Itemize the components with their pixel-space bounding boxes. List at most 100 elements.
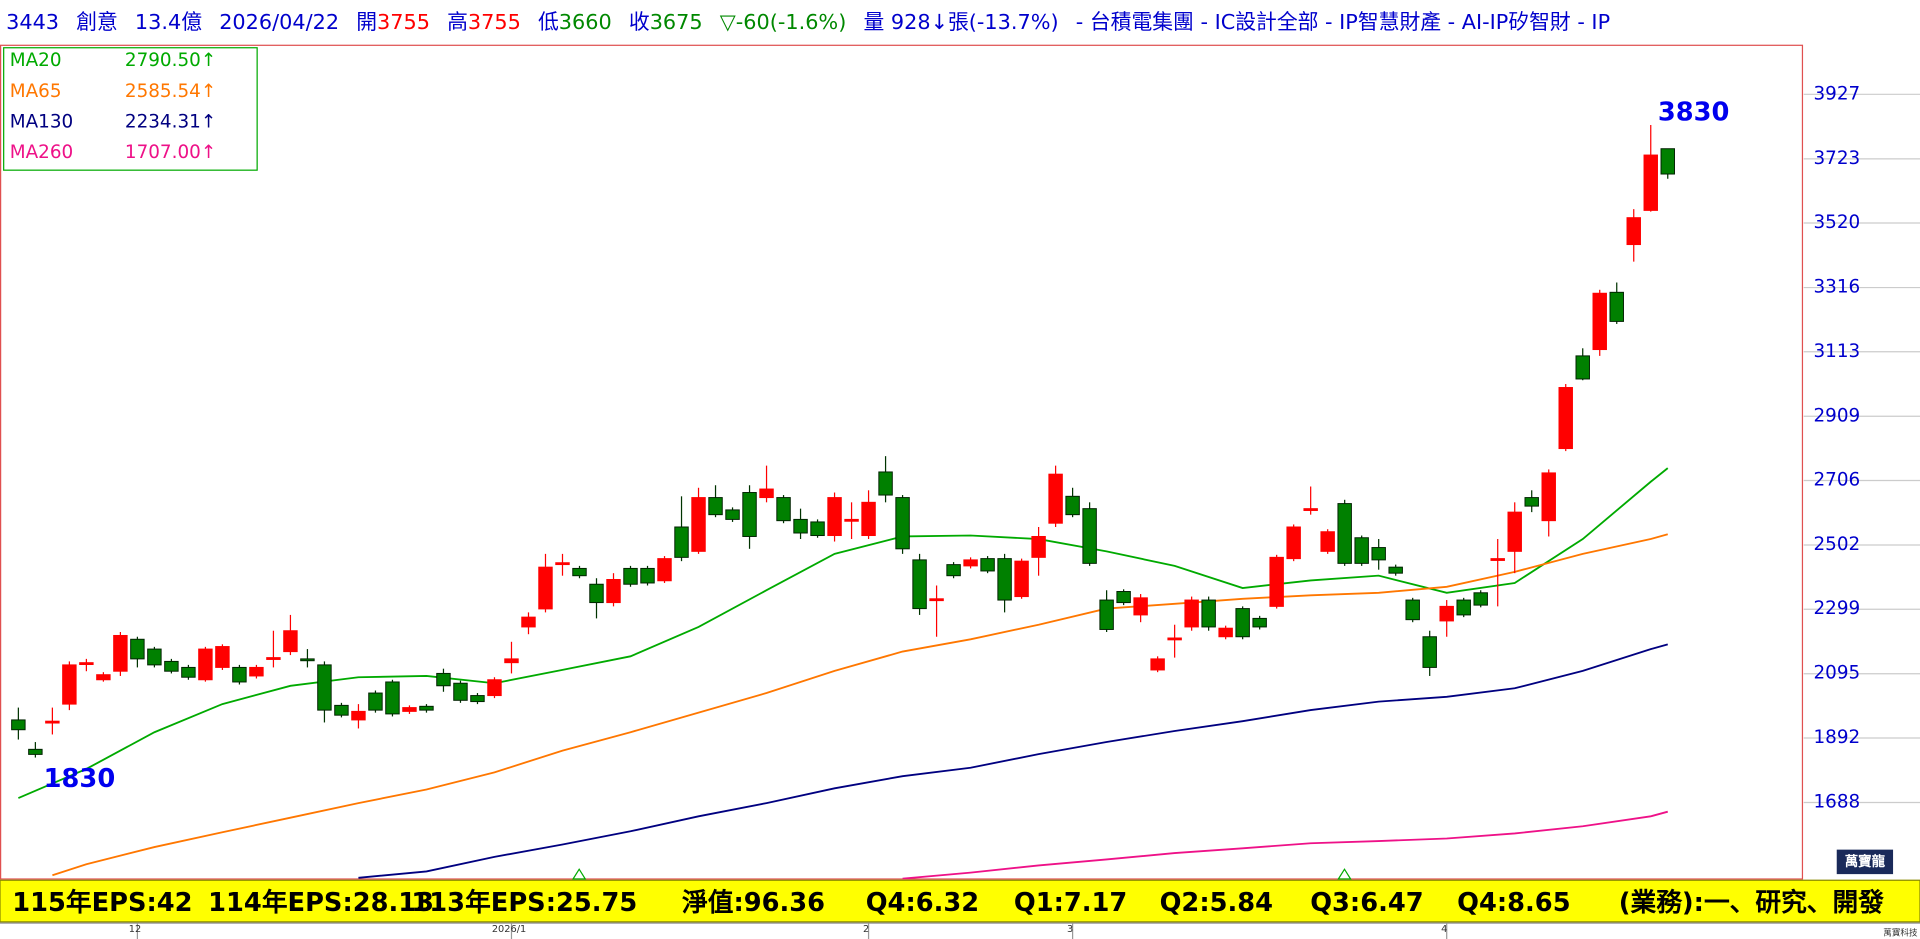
candle-body	[1609, 291, 1624, 322]
x-tick-label: 2026/1	[492, 924, 526, 935]
info-item: Q4:8.65	[1457, 888, 1570, 918]
y-tick-label: 2299	[1813, 598, 1860, 619]
candle-body	[674, 526, 689, 558]
ma-line	[52, 533, 1669, 877]
y-tick-label: 3316	[1813, 277, 1860, 298]
candle-body	[1133, 597, 1148, 616]
candle-body	[555, 562, 570, 566]
candle-body	[96, 674, 111, 681]
y-tick-label: 3520	[1813, 212, 1860, 233]
candle-body	[912, 559, 927, 610]
candle-body	[1269, 556, 1284, 607]
candle-body	[385, 681, 400, 715]
candle-body	[28, 748, 43, 755]
candle-body	[793, 518, 808, 534]
legend-name: MA130	[10, 111, 73, 132]
header-item: 3443	[6, 10, 59, 34]
candle-body	[1439, 605, 1454, 622]
candle-body	[1337, 503, 1352, 564]
candle-body	[742, 492, 757, 537]
header-item: 3755	[468, 10, 521, 34]
candle-body	[283, 630, 298, 653]
header-item: 3675	[650, 10, 703, 34]
y-tick-label: 2909	[1813, 405, 1860, 426]
y-tick-label: 3927	[1813, 83, 1860, 104]
header-item: 3660	[559, 10, 612, 34]
logo: 萬寶龍	[1845, 853, 1886, 870]
candle-body	[1626, 217, 1641, 246]
candle-body	[1320, 531, 1335, 552]
x-tick-label: 2	[863, 924, 869, 935]
candle-body	[997, 558, 1012, 601]
candle-body	[1048, 473, 1063, 524]
candle-body	[504, 658, 519, 664]
candle-body	[470, 695, 485, 703]
legend: MA20 2790.50↑ MA65 2585.54↑ MA130 2234.31↑ MA2…	[10, 50, 216, 163]
candle-body	[79, 662, 94, 666]
logo-box	[1836, 849, 1894, 875]
candle-body	[725, 509, 740, 520]
legend-value: 2585.54↑	[125, 81, 216, 102]
candle-body	[1099, 599, 1114, 630]
candle-body	[1031, 535, 1046, 558]
candle-body	[1184, 599, 1199, 628]
header-item: 13.4億	[135, 10, 202, 34]
candle-body	[1371, 547, 1386, 561]
candle-body	[402, 707, 417, 712]
candle-body	[1082, 508, 1097, 564]
info-bar	[0, 879, 1920, 923]
header-item: 2026/04/22	[219, 10, 339, 34]
candle-body	[487, 679, 502, 697]
candle-body	[572, 567, 587, 577]
candle-body	[368, 692, 383, 711]
candle-body	[300, 658, 315, 662]
moving-averages	[18, 467, 1669, 880]
candle-body	[708, 497, 723, 516]
candle-body	[1354, 537, 1369, 564]
axis-ticks: 3927 3723 3520 3316 3113 2909 2706 2502 2299 2095…	[1803, 83, 1920, 812]
candle-body	[1592, 292, 1607, 351]
low-annotation: 1830	[44, 764, 116, 794]
candle-body	[351, 710, 366, 721]
legend-name: MA260	[10, 142, 73, 163]
x-axis-labels: 12 2026/1 2 3 4	[129, 923, 1447, 939]
candle-body	[1303, 508, 1318, 511]
header-item: 收	[629, 10, 650, 34]
header-item: 高	[447, 10, 468, 34]
y-tick-label: 1688	[1813, 791, 1860, 812]
candle-body	[1218, 627, 1233, 638]
candle-body	[232, 666, 247, 683]
legend-value: 1707.00↑	[125, 142, 216, 163]
candle-body	[776, 497, 791, 522]
candle-body	[317, 664, 332, 711]
candle-body	[691, 497, 706, 552]
info-item: 115年EPS:42	[12, 887, 192, 918]
candles	[11, 124, 1675, 758]
candle-body	[1507, 511, 1522, 552]
info-item: Q3:6.47	[1310, 888, 1423, 918]
candle-body	[198, 648, 213, 681]
plot-frame	[0, 44, 1804, 880]
candle-body	[436, 672, 451, 687]
candle-body	[759, 488, 774, 499]
y-tick-label: 3723	[1813, 148, 1860, 169]
info-item: 114年EPS:28.13	[208, 887, 434, 918]
candle-body	[1235, 608, 1250, 638]
candle-body	[181, 666, 196, 678]
candle-body	[1167, 637, 1182, 641]
candle-body	[147, 648, 162, 666]
header-item: 低	[538, 10, 559, 34]
candle-body	[929, 598, 944, 602]
ma-line	[18, 467, 1669, 799]
candle-body	[589, 583, 604, 604]
candle-body	[1541, 472, 1556, 522]
legend-value: 2790.50↑	[125, 50, 216, 71]
y-tick-label: 1892	[1813, 727, 1860, 748]
candle-body	[1660, 148, 1675, 175]
candle-body	[334, 704, 349, 716]
header-item: ▽-60(-1.6%)	[720, 10, 847, 34]
candle-body	[113, 634, 128, 672]
candle-body	[861, 501, 876, 537]
